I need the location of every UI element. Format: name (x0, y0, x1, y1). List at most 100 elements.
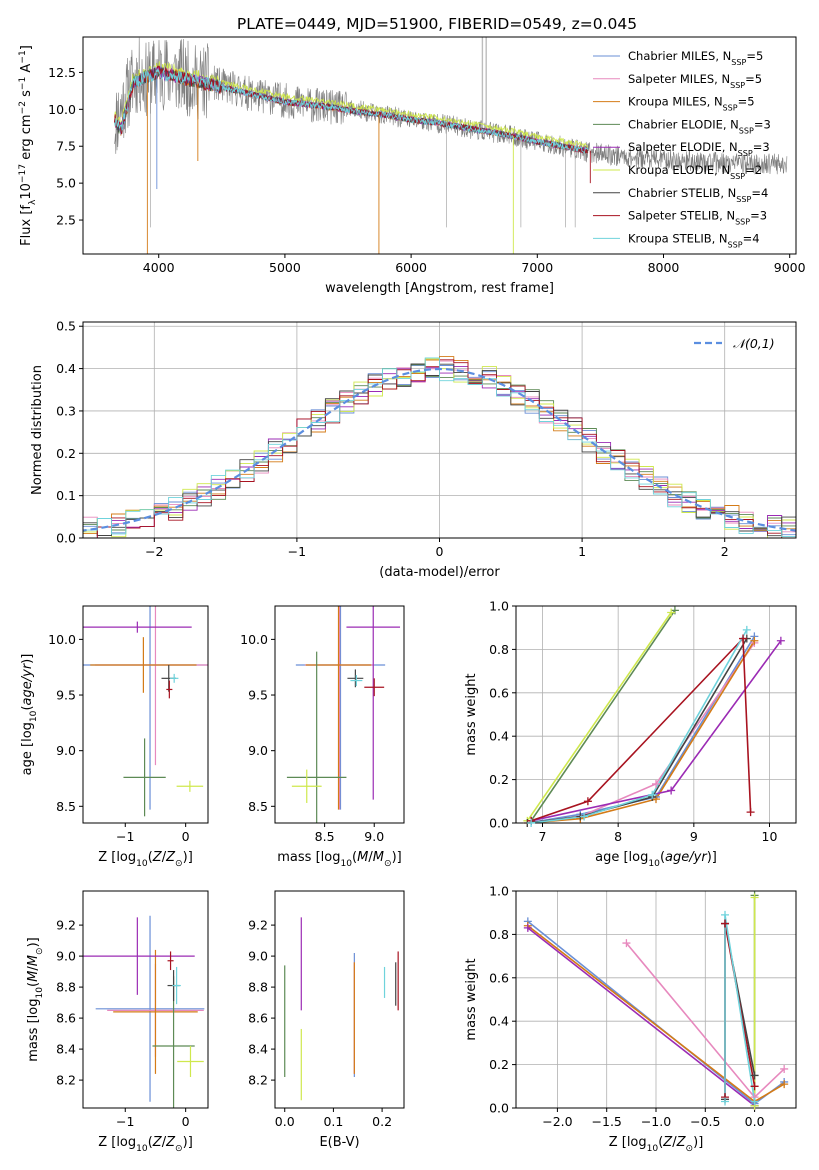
y-tick-label: 0.5 (56, 319, 76, 334)
y-tick-label: 10.0 (240, 632, 268, 647)
y-tick-label: 0.8 (489, 927, 509, 942)
error-bar-point (176, 780, 204, 792)
axes-age-vs-Z: −1 0 8.5 9.0 9.5 10.0 Z [log10(Z/Z⊙)] age [log1… (20, 605, 209, 869)
error-bar-point (177, 1046, 204, 1077)
mass-weight-marker (721, 1097, 730, 1106)
mass-weight-marker (750, 1097, 759, 1106)
y-axis-label: Flux [fλ10−17 erg cm−2 s−1 A−1] (18, 45, 38, 246)
y-tick-label: 8.8 (56, 980, 76, 995)
y-tick-label: 9.0 (56, 743, 76, 758)
error-bar-point (95, 915, 205, 1102)
x-axis-label: age [log10(age/yr)] (595, 850, 717, 869)
legend-entry: Salpeter STELIB, NSSP=3 (628, 209, 767, 227)
mass-weight-line (527, 635, 756, 823)
x-tick-label: 10 (762, 829, 778, 844)
axes-frame (82, 605, 209, 824)
mass-weight-line (530, 636, 752, 822)
axes-frame (274, 605, 405, 824)
mass-weight-marker (523, 923, 532, 932)
y-tick-label: 0.1 (56, 488, 76, 503)
x-tick-label: −2 (145, 544, 163, 559)
mass-weight-marker (742, 625, 751, 634)
x-tick-label: 8 (614, 829, 622, 844)
mass-weight-marker (750, 1071, 759, 1080)
x-tick-label: 0.2 (372, 1114, 392, 1129)
model-spectrum-line (114, 67, 589, 154)
mass-weight-marker (750, 636, 759, 645)
y-tick-label: 9.2 (56, 918, 76, 933)
mass-weight-marker (527, 819, 536, 827)
axes-weight-vs-Z: −2.0 −1.5 −1.0 −0.5 0.0 0.0 0.2 0.4 0.6 0.8 1.0 Z [… (464, 884, 797, 1154)
error-bar-point (350, 674, 363, 687)
axes-weight-vs-age: 7 8 9 10 0.0 0.2 0.4 0.6 0.8 1.0 age [log10(age/yr… (464, 599, 797, 869)
y-tick-label: 8.5 (248, 799, 268, 814)
y-tick-label: 0.4 (489, 729, 509, 744)
plot-area-spectrum (114, 37, 788, 254)
legend-entry: Salpeter MILES, NSSP=5 (628, 72, 762, 90)
y-tick-label: 0.6 (489, 685, 509, 700)
mass-weight-line (530, 609, 676, 822)
x-tick-label: −1 (116, 829, 134, 844)
y-tick-label: 8.6 (248, 1011, 268, 1026)
error-bar-point (305, 606, 372, 810)
y-tick-label: 1.0 (489, 599, 509, 614)
mass-weight-line (527, 642, 756, 823)
y-tick-label: 9.2 (248, 918, 268, 933)
x-axis-label: Z [log10(Z/Z⊙)] (609, 1135, 704, 1154)
x-tick-label: 0.1 (323, 1114, 343, 1129)
error-bar-point (169, 673, 179, 683)
error-bar-point (123, 738, 166, 817)
y-tick-label: 9.5 (56, 688, 76, 703)
mass-weight-marker (776, 636, 785, 645)
x-tick-label: 0 (182, 829, 190, 844)
plot-area-mass-vs-EBV (284, 917, 399, 1101)
x-tick-label: −1.5 (592, 1114, 622, 1129)
axes-spectrum: 4000 5000 6000 7000 8000 9000 2.5 5.0 7.5 10.0 12.… (18, 36, 806, 296)
y-tick-label: 9.0 (56, 949, 76, 964)
legend-entry: Kroupa STELIB, NSSP=4 (628, 231, 760, 249)
mass-weight-line (531, 629, 748, 823)
x-tick-label: 8000 (648, 260, 680, 275)
x-tick-label: 0.0 (275, 1114, 295, 1129)
error-bar-point (167, 951, 174, 971)
y-tick-label: 10.0 (48, 102, 76, 117)
error-bar-point (172, 966, 181, 1005)
y-axis-label: mass [log10(M/M⊙)] (26, 937, 45, 1061)
y-tick-label: 1.0 (489, 884, 509, 899)
x-tick-label: 0 (182, 1114, 190, 1129)
y-tick-label: 0.0 (489, 816, 509, 831)
error-bar-point (291, 769, 322, 803)
plot-area-age-vs-Z (83, 606, 208, 817)
error-bar-point (90, 637, 197, 693)
mass-weight-marker (622, 939, 631, 948)
x-tick-label: 8.5 (315, 829, 335, 844)
y-tick-label: 8.2 (56, 1073, 76, 1088)
mass-weight-marker (746, 808, 755, 817)
x-tick-label: −2.0 (542, 1114, 572, 1129)
y-tick-label: 9.0 (248, 949, 268, 964)
mass-weight-marker (750, 1082, 759, 1091)
y-tick-label: 8.4 (248, 1042, 268, 1057)
mass-weight-marker (648, 790, 657, 799)
x-axis-label: Z [log10(Z/Z⊙)] (98, 850, 193, 869)
x-tick-label: 4000 (143, 260, 175, 275)
error-bar-point (347, 669, 364, 688)
y-tick-label: 0.2 (489, 772, 509, 787)
mass-weight-line (527, 640, 756, 823)
x-tick-label: 9000 (774, 260, 806, 275)
x-tick-label: 9.0 (364, 829, 384, 844)
legend: Chabrier MILES, NSSP=5 Salpeter MILES, NS… (593, 49, 771, 249)
plot-area-residuals (83, 356, 796, 538)
x-tick-label: −1 (116, 1114, 134, 1129)
legend-entry: 𝒩(0,1) (733, 336, 775, 351)
error-bar-point (113, 949, 198, 1074)
mass-weight-line (724, 914, 756, 1102)
figure-title: PLATE=0449, MJD=51900, FIBERID=0549, z=0… (237, 15, 637, 33)
x-axis-label: (data-model)/error (379, 565, 500, 580)
mass-weight-marker (750, 893, 759, 902)
x-tick-label: 2 (721, 544, 729, 559)
gaussian-curve (83, 367, 796, 532)
y-tick-label: 0.0 (56, 531, 76, 546)
mass-weight-marker (721, 910, 730, 919)
x-tick-label: 5000 (269, 260, 301, 275)
